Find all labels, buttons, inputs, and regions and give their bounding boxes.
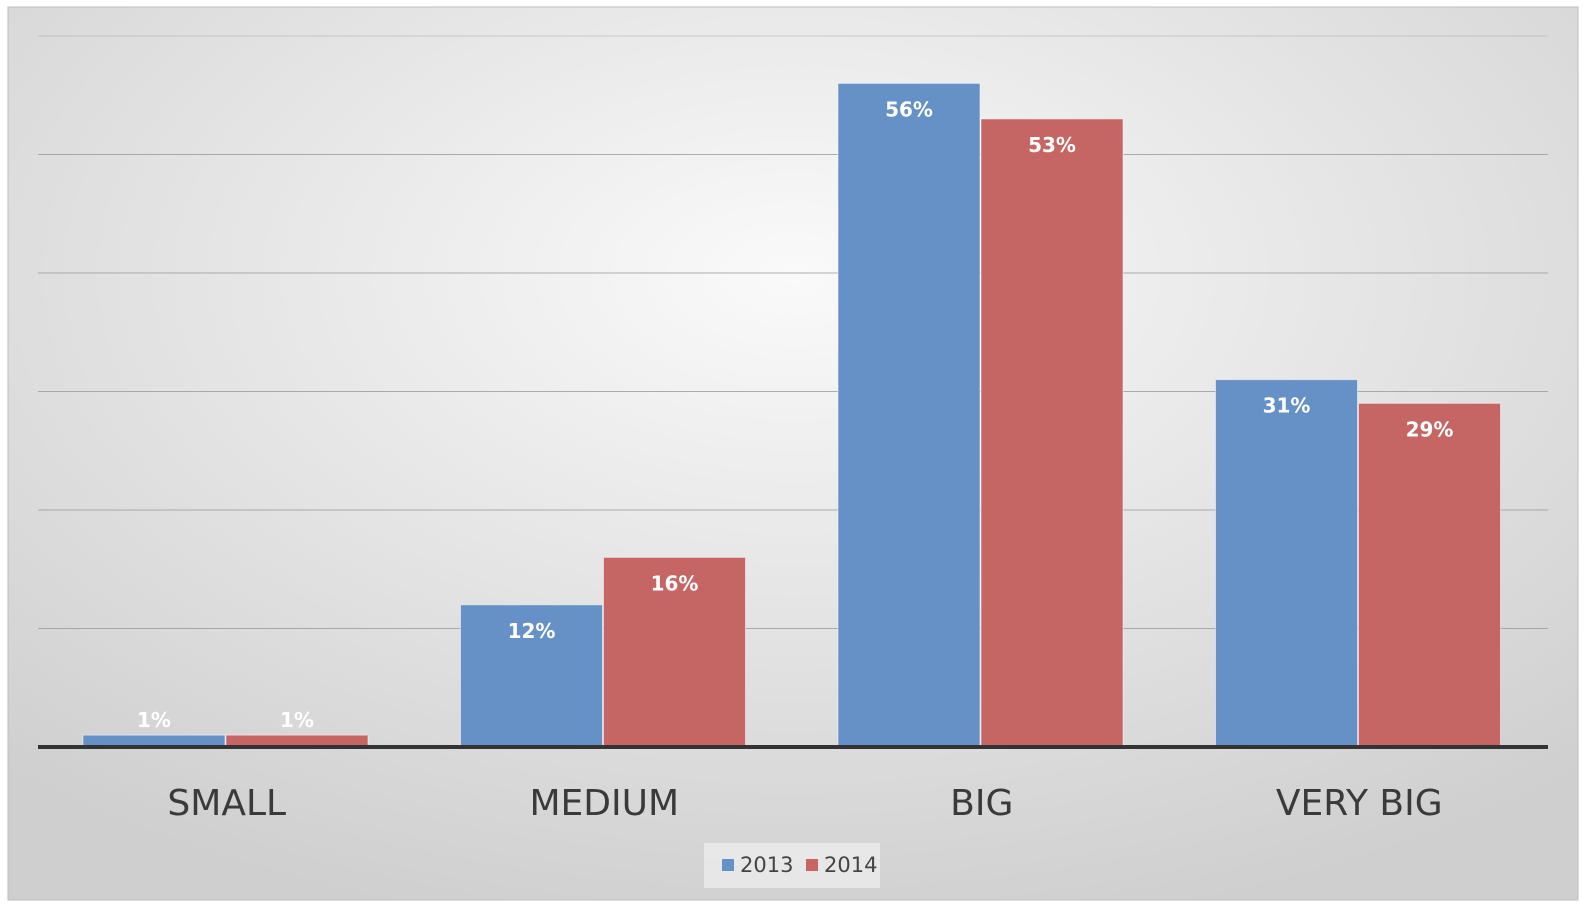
data-label: 31% xyxy=(1263,394,1311,418)
bar-2013-very-big xyxy=(1215,379,1358,748)
legend-label-2014: 2014 xyxy=(824,853,877,877)
category-label: MEDIUM xyxy=(529,783,679,824)
data-label: 16% xyxy=(651,571,699,595)
bars xyxy=(82,82,1501,748)
bar-2014-big xyxy=(980,118,1124,748)
data-label: 1% xyxy=(137,708,171,732)
data-label: 56% xyxy=(885,97,933,121)
bar-2014-medium xyxy=(603,556,746,748)
data-label: 53% xyxy=(1028,133,1076,157)
bar-2013-big xyxy=(837,82,981,748)
data-label: 1% xyxy=(280,708,314,732)
legend: 2013 2014 xyxy=(704,843,880,888)
data-labels: 1% 1% 12% 16% 56% 53% 31% 29% xyxy=(137,97,1453,732)
legend-swatch-2014 xyxy=(806,859,818,871)
bar-2014-very-big xyxy=(1358,402,1501,748)
category-labels: SMALL MEDIUM BIG VERY BIG xyxy=(167,783,1442,824)
data-label: 12% xyxy=(508,619,556,643)
category-label: SMALL xyxy=(167,783,286,824)
legend-swatch-2013 xyxy=(722,859,734,871)
bar-2013-medium xyxy=(460,604,603,748)
category-label: VERY BIG xyxy=(1276,783,1443,824)
data-label: 29% xyxy=(1406,417,1454,441)
category-label: BIG xyxy=(950,783,1013,824)
legend-label-2013: 2013 xyxy=(740,853,793,877)
